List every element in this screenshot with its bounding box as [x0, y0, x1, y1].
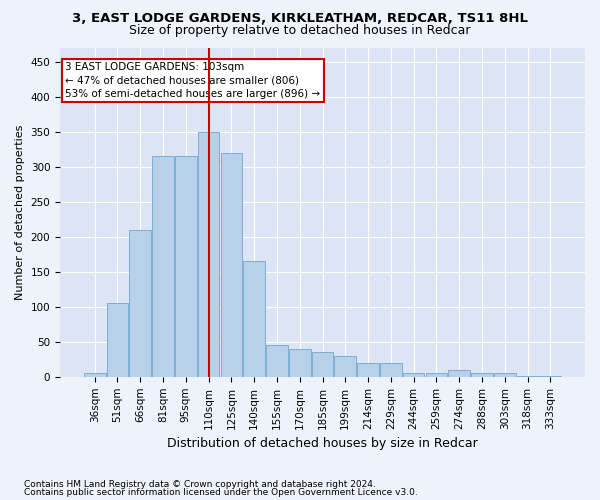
Bar	[130, 230, 151, 377]
Y-axis label: Number of detached properties: Number of detached properties	[15, 124, 25, 300]
Bar	[84, 374, 106, 377]
Text: 3, EAST LODGE GARDENS, KIRKLEATHAM, REDCAR, TS11 8HL: 3, EAST LODGE GARDENS, KIRKLEATHAM, REDC…	[72, 12, 528, 26]
Bar	[289, 349, 311, 377]
Bar	[221, 152, 242, 377]
Bar	[448, 370, 470, 377]
Bar	[198, 132, 220, 377]
Bar	[311, 352, 334, 377]
Bar	[494, 374, 515, 377]
Bar	[380, 363, 401, 377]
Text: Contains public sector information licensed under the Open Government Licence v3: Contains public sector information licen…	[24, 488, 418, 497]
Bar	[539, 376, 561, 377]
Bar	[517, 376, 538, 377]
Bar	[175, 156, 197, 377]
Text: Size of property relative to detached houses in Redcar: Size of property relative to detached ho…	[129, 24, 471, 37]
X-axis label: Distribution of detached houses by size in Redcar: Distribution of detached houses by size …	[167, 437, 478, 450]
Text: 3 EAST LODGE GARDENS: 103sqm
← 47% of detached houses are smaller (806)
53% of s: 3 EAST LODGE GARDENS: 103sqm ← 47% of de…	[65, 62, 320, 98]
Text: Contains HM Land Registry data © Crown copyright and database right 2024.: Contains HM Land Registry data © Crown c…	[24, 480, 376, 489]
Bar	[425, 374, 447, 377]
Bar	[152, 156, 174, 377]
Bar	[403, 374, 424, 377]
Bar	[266, 346, 288, 377]
Bar	[244, 261, 265, 377]
Bar	[334, 356, 356, 377]
Bar	[107, 303, 128, 377]
Bar	[357, 363, 379, 377]
Bar	[471, 374, 493, 377]
